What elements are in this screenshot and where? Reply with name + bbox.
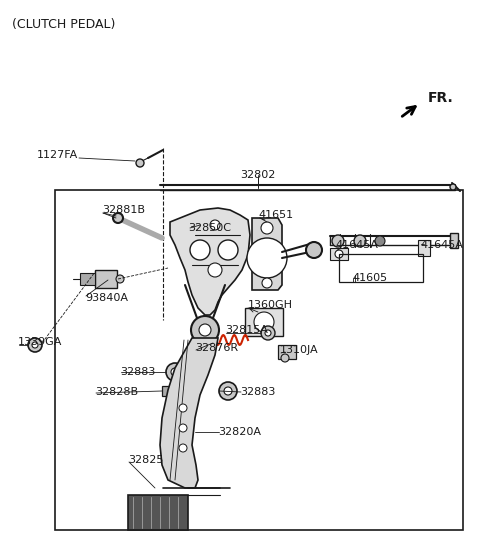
Text: 32883: 32883 (240, 387, 276, 397)
Circle shape (261, 222, 273, 234)
Text: 41605: 41605 (352, 273, 387, 283)
Text: FR.: FR. (428, 91, 454, 105)
Bar (245, 308, 283, 336)
Circle shape (166, 363, 184, 381)
Text: 32802: 32802 (240, 170, 276, 180)
Text: 41651: 41651 (258, 210, 293, 220)
Polygon shape (252, 218, 282, 290)
Polygon shape (160, 338, 218, 488)
Text: 1360GH: 1360GH (248, 300, 293, 310)
Circle shape (332, 235, 344, 247)
Circle shape (179, 424, 187, 432)
Circle shape (354, 235, 366, 247)
Text: 32850C: 32850C (188, 223, 231, 233)
Circle shape (136, 159, 144, 167)
Text: 41645A: 41645A (335, 240, 378, 250)
Bar (80, 273, 95, 285)
Text: 32815A: 32815A (225, 325, 268, 335)
Text: 32828B: 32828B (95, 387, 138, 397)
Text: 1127FA: 1127FA (37, 150, 78, 160)
Bar (330, 248, 348, 260)
Circle shape (247, 238, 287, 278)
Circle shape (116, 275, 124, 283)
Bar (450, 233, 458, 248)
Circle shape (219, 382, 237, 400)
Circle shape (224, 387, 232, 395)
Text: 32883: 32883 (120, 367, 156, 377)
Circle shape (171, 368, 179, 376)
Circle shape (179, 444, 187, 452)
Bar (95, 270, 117, 288)
Bar (55, 190, 463, 530)
Text: 32876R: 32876R (195, 343, 238, 353)
Circle shape (113, 213, 123, 223)
Circle shape (199, 324, 211, 336)
Bar (418, 240, 430, 256)
Text: 93840A: 93840A (85, 293, 128, 303)
Bar (162, 386, 172, 396)
Circle shape (179, 404, 187, 412)
Circle shape (335, 250, 343, 258)
Text: 32881B: 32881B (102, 205, 145, 215)
Circle shape (28, 338, 42, 352)
Circle shape (190, 240, 210, 260)
Bar (339, 254, 423, 282)
Circle shape (450, 184, 456, 190)
Circle shape (32, 342, 38, 348)
Text: (CLUTCH PEDAL): (CLUTCH PEDAL) (12, 18, 115, 31)
Polygon shape (128, 495, 188, 530)
Circle shape (306, 242, 322, 258)
Circle shape (254, 312, 274, 332)
Polygon shape (170, 208, 250, 315)
Text: 41645A: 41645A (420, 240, 463, 250)
Circle shape (265, 330, 271, 336)
Text: 32825: 32825 (128, 455, 163, 465)
Circle shape (210, 220, 220, 230)
Circle shape (281, 354, 289, 362)
Circle shape (375, 236, 385, 246)
Circle shape (262, 278, 272, 288)
Circle shape (191, 316, 219, 344)
Bar (278, 345, 296, 359)
Text: 1339GA: 1339GA (18, 337, 62, 347)
Circle shape (208, 263, 222, 277)
Circle shape (218, 240, 238, 260)
Circle shape (261, 326, 275, 340)
Text: 1310JA: 1310JA (280, 345, 319, 355)
Text: 32820A: 32820A (218, 427, 261, 437)
